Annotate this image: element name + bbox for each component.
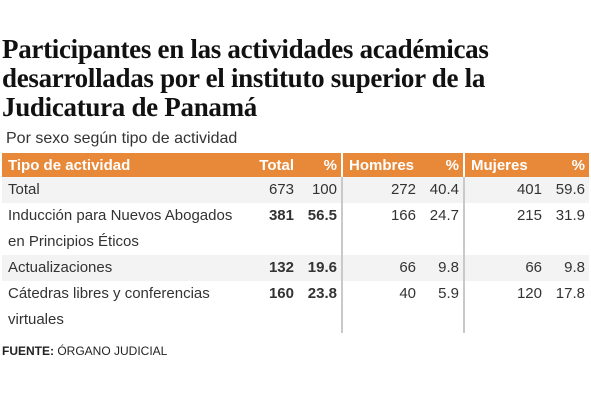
- cell-total: 673: [246, 177, 298, 203]
- cell-hombres-pct: 24.7: [429, 207, 459, 224]
- cell-hombres-pct: 40.4: [420, 177, 464, 203]
- cell-hombres-pct: 9.8: [420, 255, 464, 281]
- subtitle: Por sexo según tipo de actividad: [6, 130, 238, 147]
- cell-mujeres: 401: [463, 177, 546, 203]
- cell-total-pct: 23.8: [307, 285, 337, 302]
- source-label: FUENTE:: [2, 344, 54, 358]
- cell-total-pct: 56.5: [307, 207, 337, 224]
- cell-mujeres-pct: 31.9: [555, 207, 585, 224]
- table-row: Inducción para Nuevos Abogados en Princi…: [2, 203, 589, 255]
- row-label: Total: [2, 177, 246, 203]
- cell-hombres: 166: [341, 203, 420, 255]
- header-total-pct: %: [323, 156, 337, 174]
- cell-mujeres: 120: [463, 281, 546, 333]
- header-hombres-pct: %: [445, 156, 459, 174]
- cell-total: 132: [246, 255, 298, 281]
- cell-hombres: 272: [341, 177, 420, 203]
- cell-mujeres: 66: [463, 255, 546, 281]
- table-row: Actualizaciones 132 19.6 66 9.8 66 9.8: [2, 255, 589, 281]
- cell-total: 381: [268, 207, 294, 224]
- header-tipo: Tipo de actividad: [8, 156, 131, 174]
- cell-hombres: 66: [341, 255, 420, 281]
- row-label: Cátedras libres y conferencias virtuales: [8, 285, 210, 328]
- source-note: FUENTE: ÓRGANO JUDICIAL: [2, 344, 167, 358]
- table-row: Total 673 100 272 40.4 401 59.6: [2, 177, 589, 203]
- header-total: Total: [259, 156, 294, 174]
- cell-mujeres-pct: 17.8: [555, 285, 585, 302]
- cell-total: 160: [268, 285, 294, 302]
- cell-hombres: 40: [341, 281, 420, 333]
- row-label: Actualizaciones: [2, 255, 246, 281]
- header-hombres: Hombres: [341, 153, 420, 177]
- cell-total-pct: 19.6: [298, 255, 342, 281]
- table-row: Cátedras libres y conferencias virtuales…: [2, 281, 589, 333]
- row-label: Inducción para Nuevos Abogados en Princi…: [8, 207, 233, 250]
- cell-mujeres: 215: [463, 203, 546, 255]
- header-mujeres: Mujeres: [463, 153, 546, 177]
- header-mujeres-pct: %: [571, 156, 585, 174]
- cell-hombres-pct: 5.9: [438, 285, 459, 302]
- cell-total-pct: 100: [298, 177, 342, 203]
- cell-mujeres-pct: 9.8: [546, 255, 589, 281]
- data-table: Tipo de actividad Total % Hombres % Muje…: [2, 153, 589, 333]
- source-text: ÓRGANO JUDICIAL: [57, 344, 168, 358]
- page-title: Participantes en las actividades académi…: [2, 34, 489, 122]
- table-header-row: Tipo de actividad Total % Hombres % Muje…: [2, 153, 589, 177]
- cell-mujeres-pct: 59.6: [546, 177, 589, 203]
